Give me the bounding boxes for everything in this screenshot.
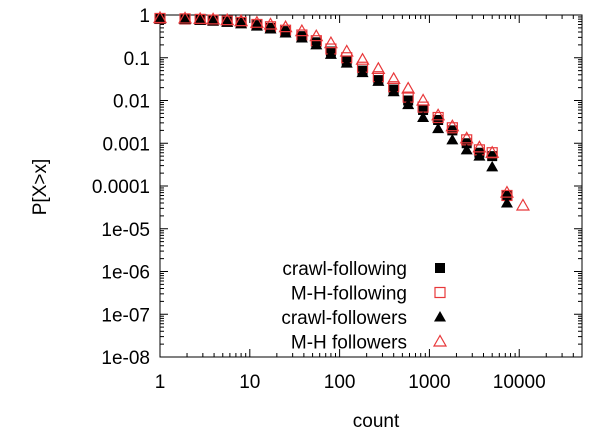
x-tick-label: 1000 bbox=[408, 372, 450, 393]
data-point bbox=[325, 37, 337, 48]
x-axis-label: count bbox=[353, 411, 400, 432]
data-point bbox=[417, 95, 429, 106]
y-tick-label: 0.001 bbox=[102, 134, 150, 155]
y-tick-label: 0.1 bbox=[124, 49, 150, 70]
x-tick-label: 1 bbox=[155, 372, 166, 393]
y-tick-label: 1e-06 bbox=[101, 263, 150, 284]
x-tick-label: 100 bbox=[324, 372, 356, 393]
series-3 bbox=[154, 12, 529, 210]
data-point bbox=[446, 134, 458, 145]
legend-label: M-H followers bbox=[291, 333, 407, 354]
legend-label: crawl-followers bbox=[281, 308, 407, 329]
x-tick-label: 10 bbox=[239, 372, 260, 393]
legend-marker bbox=[434, 311, 446, 322]
data-point bbox=[486, 161, 498, 172]
legend-label: M-H-following bbox=[291, 284, 407, 305]
y-tick-label: 1e-05 bbox=[101, 220, 150, 241]
y-tick-label: 1 bbox=[139, 6, 150, 27]
y-axis-label: P[X>x] bbox=[30, 159, 51, 216]
data-point bbox=[341, 46, 353, 57]
legend-marker bbox=[434, 336, 446, 347]
data-point bbox=[517, 199, 529, 210]
y-tick-label: 1e-08 bbox=[101, 348, 150, 369]
legend-marker bbox=[435, 263, 445, 273]
data-points bbox=[154, 12, 529, 210]
plot-area bbox=[160, 15, 582, 357]
x-tick-label: 10000 bbox=[493, 372, 546, 393]
legend-label: crawl-following bbox=[282, 259, 407, 280]
y-tick-label: 0.01 bbox=[113, 92, 150, 113]
y-tick-label: 0.0001 bbox=[92, 177, 150, 198]
plot-border bbox=[160, 15, 582, 357]
legend-marker bbox=[435, 288, 445, 298]
y-tick-label: 1e-07 bbox=[101, 305, 150, 326]
data-point bbox=[402, 83, 414, 94]
legend: crawl-following M-H-following crawl-follow… bbox=[281, 259, 446, 354]
